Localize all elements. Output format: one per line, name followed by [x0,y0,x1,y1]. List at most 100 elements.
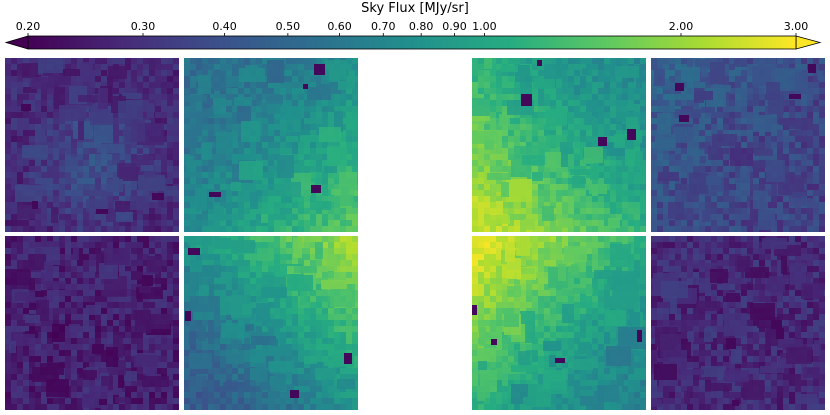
map-pixel [801,142,807,148]
map-pixel [220,124,226,130]
map-pixel [47,184,53,190]
map-pixel [113,118,119,124]
map-pixel [298,154,304,160]
map-pixel [173,248,179,254]
map-pixel [125,220,131,226]
map-pixel [101,172,107,178]
map-pixel [238,148,244,154]
map-pixel [568,58,574,64]
map-pixel [161,148,167,154]
map-pixel [65,320,71,326]
map-pixel [526,136,532,142]
map-pixel [250,154,256,160]
map-tile [23,87,37,93]
map-pixel [616,130,622,136]
map-pixel [484,226,490,232]
map-pixel [532,208,538,214]
map-pixel [41,184,47,190]
map-pixel [741,82,747,88]
map-tile [216,132,233,154]
map-pixel [232,266,238,272]
map-pixel [651,94,657,100]
map-pixel [693,142,699,148]
map-pixel [484,178,490,184]
map-pixel [35,118,41,124]
map-pixel [640,88,646,94]
map-pixel [29,284,35,290]
map-pixel [190,184,196,190]
map-tile [584,116,595,125]
map-tile [52,324,65,342]
map-pixel [244,196,250,202]
map-pixel [280,254,286,260]
map-pixel [616,178,622,184]
map-pixel [298,76,304,82]
map-pixel [41,296,47,302]
map-pixel [167,160,173,166]
map-pixel [334,242,340,248]
map-tile [589,184,607,194]
map-pixel [334,332,340,338]
map-pixel [232,112,238,118]
map-pixel [65,368,71,374]
map-pixel [586,220,592,226]
map-pixel [196,398,202,404]
map-pixel [741,88,747,94]
map-pixel [574,124,580,130]
map-pixel [83,226,89,232]
map-pixel [232,190,238,196]
map-pixel [472,88,478,94]
map-pixel [544,226,550,232]
map-pixel [59,184,65,190]
map-pixel [125,64,131,70]
map-pixel [41,338,47,344]
map-pixel [155,344,161,350]
map-pixel [268,166,274,172]
map-pixel [640,94,646,100]
map-pixel [795,136,801,142]
map-pixel [71,302,77,308]
map-pixel [490,82,496,88]
map-pixel [131,142,137,148]
map-pixel [5,82,11,88]
map-pixel [184,184,190,190]
map-pixel [304,202,310,208]
map-pixel [107,196,113,202]
map-tile [286,182,301,197]
map-pixel [268,130,274,136]
map-pixel [250,142,256,148]
map-pixel [729,100,735,106]
map-pixel [208,254,214,260]
map-pixel [226,88,232,94]
map-pixel [514,82,520,88]
map-pixel [238,374,244,380]
map-pixel [520,226,526,232]
map-pixel [777,130,783,136]
map-pixel [71,320,77,326]
map-pixel [789,142,795,148]
map-pixel [556,94,562,100]
map-pixel [220,226,226,232]
map-pixel [202,124,208,130]
map-pixel [610,94,616,100]
map-pixel [113,226,119,232]
map-pixel [232,160,238,166]
map-panel-A1 [5,58,179,232]
map-pixel [155,220,161,226]
map-pixel [693,136,699,142]
map-pixel [262,320,268,326]
map-pixel [190,404,196,410]
map-pixel [220,344,226,350]
map-pixel [322,404,328,410]
map-pixel [556,196,562,202]
map-pixel [286,380,292,386]
map-pixel [208,374,214,380]
map-pixel [131,64,137,70]
map-pixel [292,338,298,344]
map-pixel [208,220,214,226]
map-pixel [59,236,65,242]
map-pixel [47,130,53,136]
map-pixel [143,404,149,410]
map-pixel [137,344,143,350]
map-pixel [352,404,358,410]
